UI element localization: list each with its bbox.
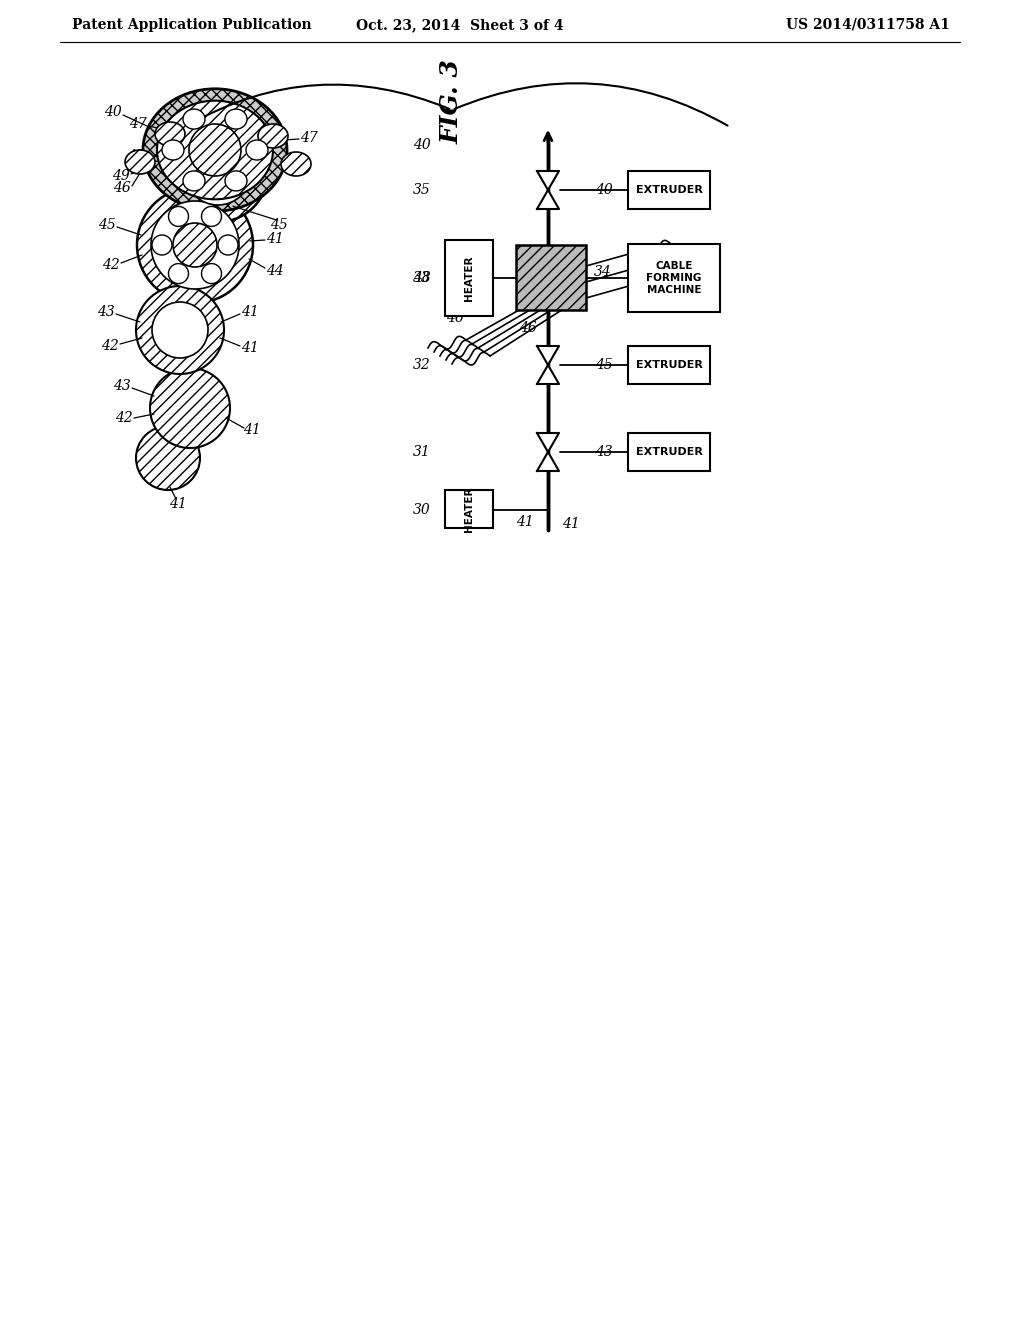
Ellipse shape <box>183 170 205 191</box>
Polygon shape <box>537 172 559 190</box>
Ellipse shape <box>202 206 221 227</box>
Text: 46: 46 <box>446 312 464 325</box>
Text: 43: 43 <box>97 305 115 319</box>
Ellipse shape <box>169 264 188 284</box>
Polygon shape <box>537 346 559 366</box>
Ellipse shape <box>185 139 251 205</box>
Text: 41: 41 <box>243 422 261 437</box>
Text: Patent Application Publication: Patent Application Publication <box>72 18 311 32</box>
Bar <box>628 433 710 471</box>
Text: 35: 35 <box>414 183 431 197</box>
Polygon shape <box>537 451 559 471</box>
Text: 40: 40 <box>595 183 613 197</box>
Text: 33: 33 <box>414 271 431 285</box>
Ellipse shape <box>225 110 247 129</box>
Text: 45: 45 <box>270 218 288 232</box>
Text: 41: 41 <box>169 498 186 511</box>
Ellipse shape <box>169 206 188 227</box>
Bar <box>628 172 710 209</box>
Ellipse shape <box>281 152 311 176</box>
Ellipse shape <box>152 235 172 255</box>
Ellipse shape <box>258 124 288 148</box>
Text: 34: 34 <box>594 265 611 279</box>
Text: 31: 31 <box>414 445 431 459</box>
Text: 42: 42 <box>101 339 119 352</box>
Bar <box>445 240 493 315</box>
Text: FIG. 3: FIG. 3 <box>440 59 464 144</box>
Ellipse shape <box>218 235 238 255</box>
Bar <box>628 244 720 312</box>
Ellipse shape <box>157 100 273 199</box>
Text: 46: 46 <box>113 181 131 195</box>
Text: 43: 43 <box>595 445 613 459</box>
Ellipse shape <box>137 187 253 304</box>
Text: 40: 40 <box>414 139 431 152</box>
Bar <box>628 346 710 384</box>
Text: 41: 41 <box>241 341 259 355</box>
Ellipse shape <box>189 124 241 176</box>
Text: 45: 45 <box>595 358 613 372</box>
Ellipse shape <box>225 170 247 191</box>
Text: 47: 47 <box>129 117 146 131</box>
Text: HEATER: HEATER <box>464 486 474 532</box>
Text: 42: 42 <box>102 257 120 272</box>
Ellipse shape <box>136 286 224 374</box>
Text: 41: 41 <box>266 232 284 246</box>
Ellipse shape <box>125 150 155 174</box>
Text: 46: 46 <box>632 281 650 294</box>
Text: HEATER: HEATER <box>464 255 474 301</box>
Text: Oct. 23, 2014  Sheet 3 of 4: Oct. 23, 2014 Sheet 3 of 4 <box>356 18 564 32</box>
Text: 40: 40 <box>104 106 122 119</box>
Text: 30: 30 <box>414 503 431 517</box>
Ellipse shape <box>202 264 221 284</box>
Ellipse shape <box>155 121 185 147</box>
Ellipse shape <box>150 368 230 447</box>
Ellipse shape <box>173 223 217 267</box>
Text: 46: 46 <box>519 321 537 335</box>
Text: 49: 49 <box>112 169 130 183</box>
Text: US 2014/0311758 A1: US 2014/0311758 A1 <box>786 18 950 32</box>
Polygon shape <box>537 433 559 451</box>
Ellipse shape <box>162 140 184 160</box>
Text: 32: 32 <box>414 358 431 372</box>
Polygon shape <box>537 190 559 209</box>
Text: 44: 44 <box>266 264 284 279</box>
Ellipse shape <box>168 121 268 222</box>
Ellipse shape <box>143 88 287 211</box>
Ellipse shape <box>151 201 239 289</box>
Polygon shape <box>537 366 559 384</box>
Text: 43: 43 <box>113 379 131 393</box>
Bar <box>445 490 493 528</box>
Text: CABLE
FORMING
MACHINE: CABLE FORMING MACHINE <box>646 261 701 294</box>
Text: 45: 45 <box>127 149 144 162</box>
Text: EXTRUDER: EXTRUDER <box>636 185 702 195</box>
Ellipse shape <box>246 140 268 160</box>
Text: 41: 41 <box>241 305 259 319</box>
Text: EXTRUDER: EXTRUDER <box>636 447 702 457</box>
Text: 47: 47 <box>300 131 317 145</box>
Bar <box>516 246 586 310</box>
Ellipse shape <box>183 110 205 129</box>
Text: 41: 41 <box>516 515 534 529</box>
Text: EXTRUDER: EXTRUDER <box>636 360 702 370</box>
Text: 41: 41 <box>176 166 194 180</box>
Ellipse shape <box>136 426 200 490</box>
Ellipse shape <box>152 302 208 358</box>
Text: 42: 42 <box>115 411 133 425</box>
Text: 45: 45 <box>98 218 116 232</box>
Text: 48: 48 <box>414 271 431 285</box>
Text: 41: 41 <box>562 517 580 531</box>
